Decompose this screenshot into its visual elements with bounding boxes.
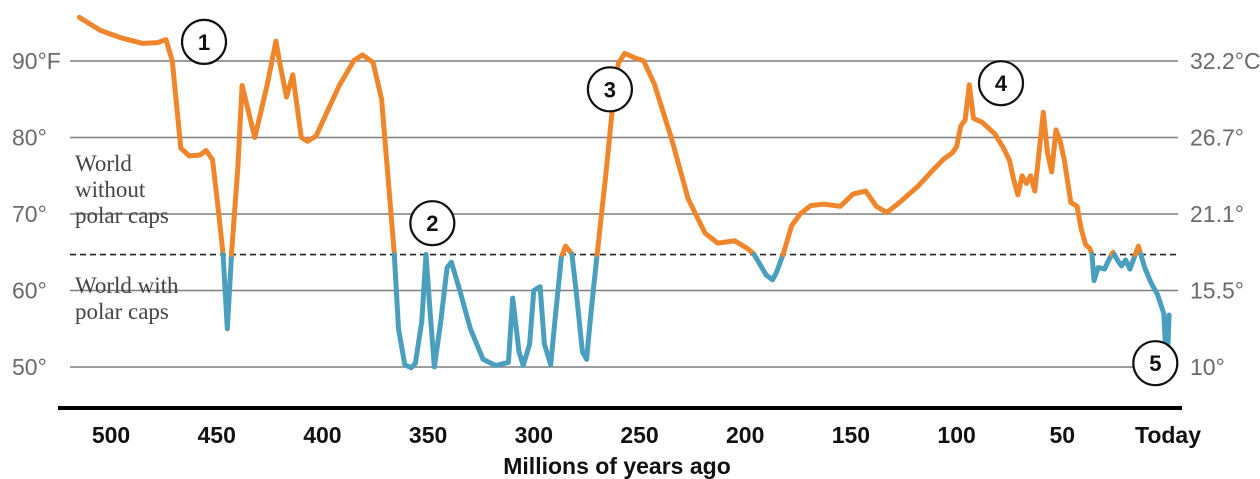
series-line-warm bbox=[594, 50, 757, 257]
marker-1: 1 bbox=[180, 18, 228, 65]
x-tick-label: Today bbox=[1135, 422, 1201, 448]
series-line-warm bbox=[76, 14, 226, 257]
x-tick-label: 300 bbox=[515, 422, 553, 448]
series-line-cold bbox=[423, 252, 565, 370]
y-tick-label-left: 90°F bbox=[12, 48, 61, 74]
x-tick-label: 50 bbox=[1050, 422, 1076, 448]
marker-4: 4 bbox=[977, 60, 1025, 107]
y-tick-label-right: 32.2°C bbox=[1190, 48, 1260, 74]
x-tick-label: 250 bbox=[620, 422, 658, 448]
x-tick-labels: 500 450 400 350 300 250 200 150 100 50 Today bbox=[92, 422, 1201, 448]
marker-number: 2 bbox=[426, 211, 438, 236]
y-tick-label-left: 80° bbox=[12, 125, 47, 151]
y-tick-label-right: 26.7° bbox=[1190, 125, 1244, 151]
marker-5: 5 bbox=[1132, 340, 1179, 387]
marker-circle bbox=[409, 200, 456, 247]
x-tick-label: 400 bbox=[303, 422, 341, 448]
series-line-cold bbox=[569, 252, 600, 362]
marker-number: 4 bbox=[995, 71, 1008, 96]
left-y-tick-labels: 90°F 80° 70° 60° 50° bbox=[12, 48, 61, 380]
x-tick-label: 350 bbox=[409, 422, 447, 448]
right-y-tick-labels: 32.2°C 26.7° 21.1° 15.5° 10° bbox=[1190, 48, 1260, 380]
y-tick-label-right: 10° bbox=[1190, 354, 1225, 380]
x-tick-label: 150 bbox=[832, 422, 870, 448]
x-axis-title: Millions of years ago bbox=[503, 453, 731, 479]
marker-number: 3 bbox=[604, 77, 616, 102]
series-line-warm bbox=[780, 82, 1095, 257]
marker-circle bbox=[977, 60, 1025, 107]
x-tick-label: 100 bbox=[937, 422, 975, 448]
x-tick-label: 500 bbox=[92, 422, 130, 448]
marker-number: 1 bbox=[198, 30, 210, 55]
below-threshold-label: World with polar caps bbox=[75, 273, 179, 324]
series-line-warm bbox=[229, 38, 397, 257]
above-threshold-label: World without polar caps bbox=[75, 151, 169, 228]
y-tick-label-left: 50° bbox=[12, 354, 47, 380]
temperature-series bbox=[76, 14, 1172, 378]
region-labels: World without polar caps World with polar ca… bbox=[75, 151, 179, 324]
x-tick-label: 450 bbox=[198, 422, 236, 448]
marker-circle bbox=[586, 66, 634, 113]
series-line-cold bbox=[1089, 252, 1115, 284]
marker-2: 2 bbox=[409, 200, 456, 247]
y-tick-label-left: 70° bbox=[12, 201, 47, 227]
series-line-cold bbox=[391, 252, 429, 371]
series-line-cold bbox=[1111, 252, 1138, 272]
y-tick-label-left: 60° bbox=[12, 278, 47, 304]
series-line-cold bbox=[220, 252, 234, 332]
x-tick-label: 200 bbox=[726, 422, 764, 448]
series-line-cold bbox=[751, 252, 786, 283]
y-tick-label-right: 21.1° bbox=[1190, 201, 1244, 227]
y-tick-label-right: 15.5° bbox=[1190, 278, 1244, 304]
marker-circle bbox=[180, 18, 228, 65]
marker-3: 3 bbox=[586, 66, 634, 113]
marker-number: 5 bbox=[1149, 351, 1161, 376]
numbered-markers: 1 2 3 4 5 bbox=[180, 18, 1179, 387]
marker-circle bbox=[1132, 340, 1179, 387]
